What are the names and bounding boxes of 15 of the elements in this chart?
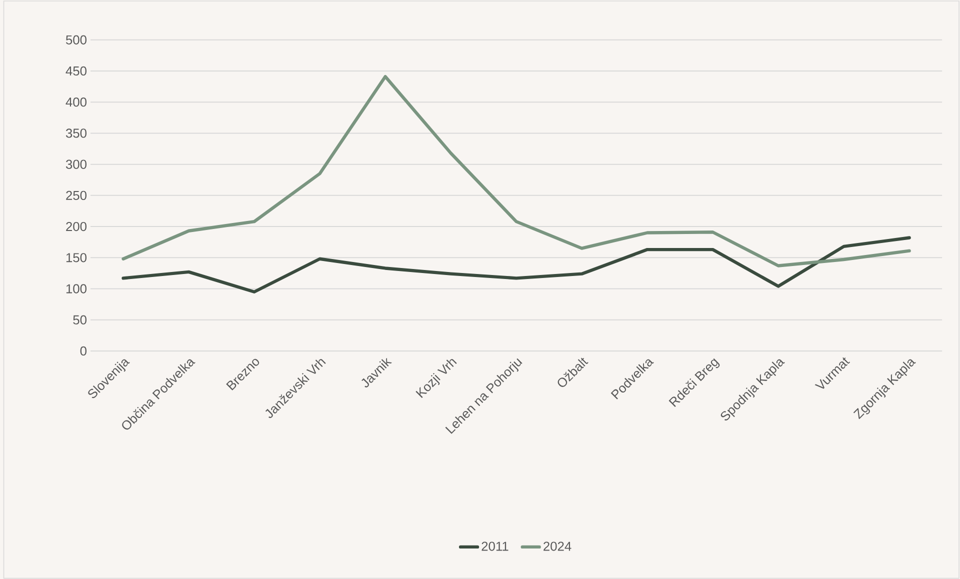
y-tick-label: 400 xyxy=(66,97,87,107)
line-series xyxy=(122,74,911,268)
y-tick-label: 300 xyxy=(66,160,87,169)
line-series xyxy=(122,236,911,294)
legend-label: 2024 xyxy=(544,542,572,551)
y-tick-label: 0 xyxy=(80,346,87,356)
y-tick-label: 250 xyxy=(66,190,87,200)
y-tick-label: 500 xyxy=(66,35,87,44)
y-tick-label: 350 xyxy=(66,128,87,138)
legend-label: 2011 xyxy=(482,542,508,551)
y-tick-label: 150 xyxy=(66,252,87,262)
y-tick-label: 50 xyxy=(73,315,87,324)
y-tick-label: 450 xyxy=(66,66,87,76)
y-tick-label: 200 xyxy=(66,222,87,231)
y-tick-label: 100 xyxy=(66,284,87,294)
